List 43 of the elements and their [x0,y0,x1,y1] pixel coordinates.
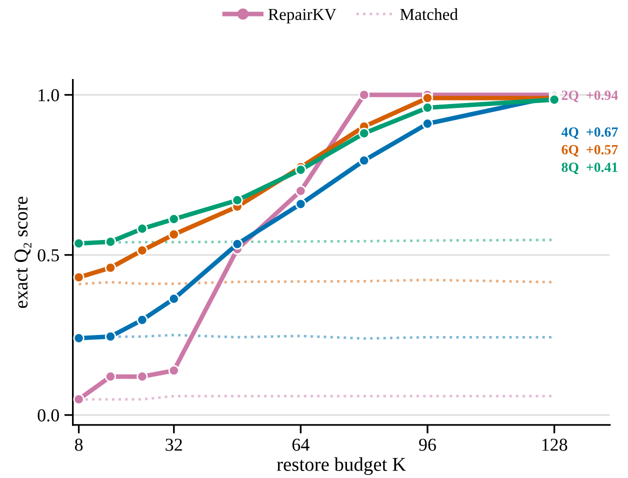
point [104,371,116,382]
annotation: 4Q +0.67 [561,127,618,139]
x-tick-label: 96 [419,438,436,451]
point [232,238,243,250]
point [422,118,434,130]
y-axis-title: exact Q₂ score [14,196,32,308]
point [73,394,84,405]
y-tick-label: 0.0 [38,409,59,422]
point [295,164,306,176]
point [422,92,434,104]
y-tick-label: 1.0 [38,89,59,102]
annotation: 2Q +0.94 [562,90,618,102]
point [136,223,148,234]
annotation: 6Q +0.57 [562,145,618,156]
point [136,314,148,326]
point [422,102,434,114]
y-tick-label: 0.5 [38,249,59,262]
point [73,238,84,249]
point [73,272,84,283]
x-tick-label: 128 [542,438,568,451]
point [168,228,180,240]
x-tick-label: 8 [74,438,83,451]
x-tick-label: 32 [166,438,182,451]
point [168,293,180,304]
point [104,236,116,248]
point [358,128,370,139]
point [73,332,84,344]
point [232,194,243,206]
point [295,198,306,210]
point [104,262,116,274]
point [358,89,370,100]
annotation: 8Q +0.41 [562,162,618,174]
legend-label: Matched [400,8,458,20]
point [168,214,180,225]
point [168,364,180,376]
x-axis-title: restore budget K [276,457,406,475]
point [136,371,148,382]
point [104,331,116,342]
x-tick-label: 64 [292,438,310,451]
point [295,185,306,196]
point [136,244,148,256]
legend-label: RepairKV [268,8,336,24]
point [358,154,370,166]
